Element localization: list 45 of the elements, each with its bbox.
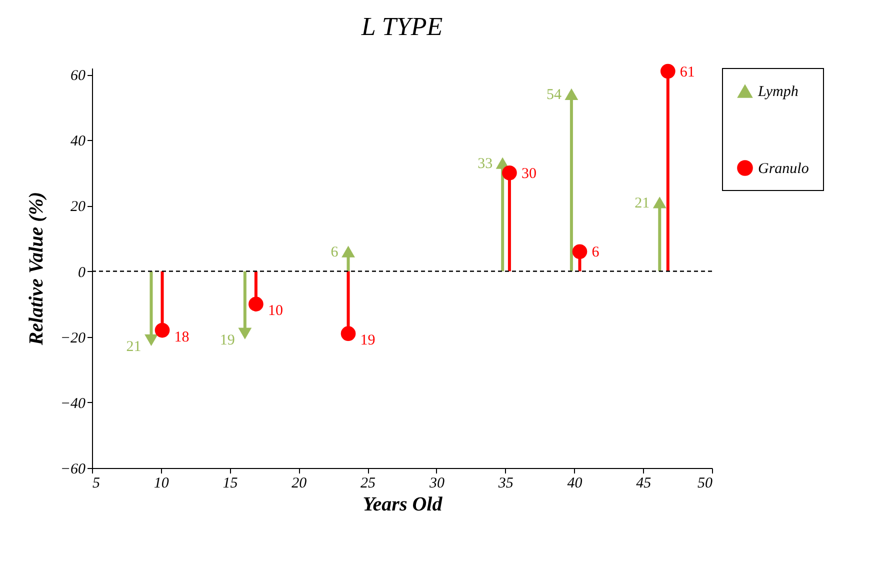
point (144, 334, 158, 346)
annotation: 19 (360, 332, 376, 349)
y-tick-label: −40 (60, 396, 86, 412)
data-label: 6 (330, 244, 339, 261)
annotation: 10 (268, 303, 283, 320)
x-tick-label: 35 (497, 476, 514, 492)
point (564, 88, 578, 100)
x-tick-label: 5 (92, 476, 100, 492)
y-tick-label: −60 (60, 462, 86, 478)
point (502, 166, 517, 180)
x-tick-label: 45 (636, 476, 652, 492)
x-tick-label: 40 (567, 476, 583, 492)
data-label: 61 (680, 64, 695, 80)
y-tick-label: 20 (70, 199, 86, 216)
legend-label: Lymph (757, 84, 798, 100)
annotation: 18 (174, 329, 190, 346)
y-tick-label: −20 (60, 330, 86, 346)
data-label: 33 (478, 156, 493, 172)
annotation: 21 (126, 339, 142, 356)
legend-label: Granulo (758, 161, 810, 177)
x-tick-label: 15 (222, 476, 238, 492)
x-tick-label: 20 (292, 476, 308, 492)
x-axis-title: Years Old (362, 494, 444, 516)
y-tick-label: 40 (70, 134, 86, 150)
x-tick-label: 10 (154, 476, 170, 492)
data-label: 6 (592, 244, 600, 261)
point (342, 246, 355, 258)
point (238, 328, 252, 340)
x-tick-label: 25 (360, 476, 376, 492)
chart-title: L TYPE (360, 12, 443, 41)
y-tick-label: 60 (70, 68, 86, 84)
y-axis-title: Relative Value (%) (25, 192, 48, 346)
x-tick-label: 30 (428, 476, 445, 492)
data-label: 21 (634, 195, 650, 212)
data-label: 30 (521, 166, 536, 182)
annotation: 19 (220, 332, 235, 349)
data-label: 54 (546, 87, 562, 104)
point (340, 326, 356, 341)
x-tick-label: 50 (698, 476, 713, 492)
point (652, 196, 666, 208)
point (154, 322, 170, 338)
point (660, 64, 676, 79)
y-tick-label: 0 (78, 264, 86, 281)
point (572, 244, 588, 260)
point (248, 296, 264, 312)
